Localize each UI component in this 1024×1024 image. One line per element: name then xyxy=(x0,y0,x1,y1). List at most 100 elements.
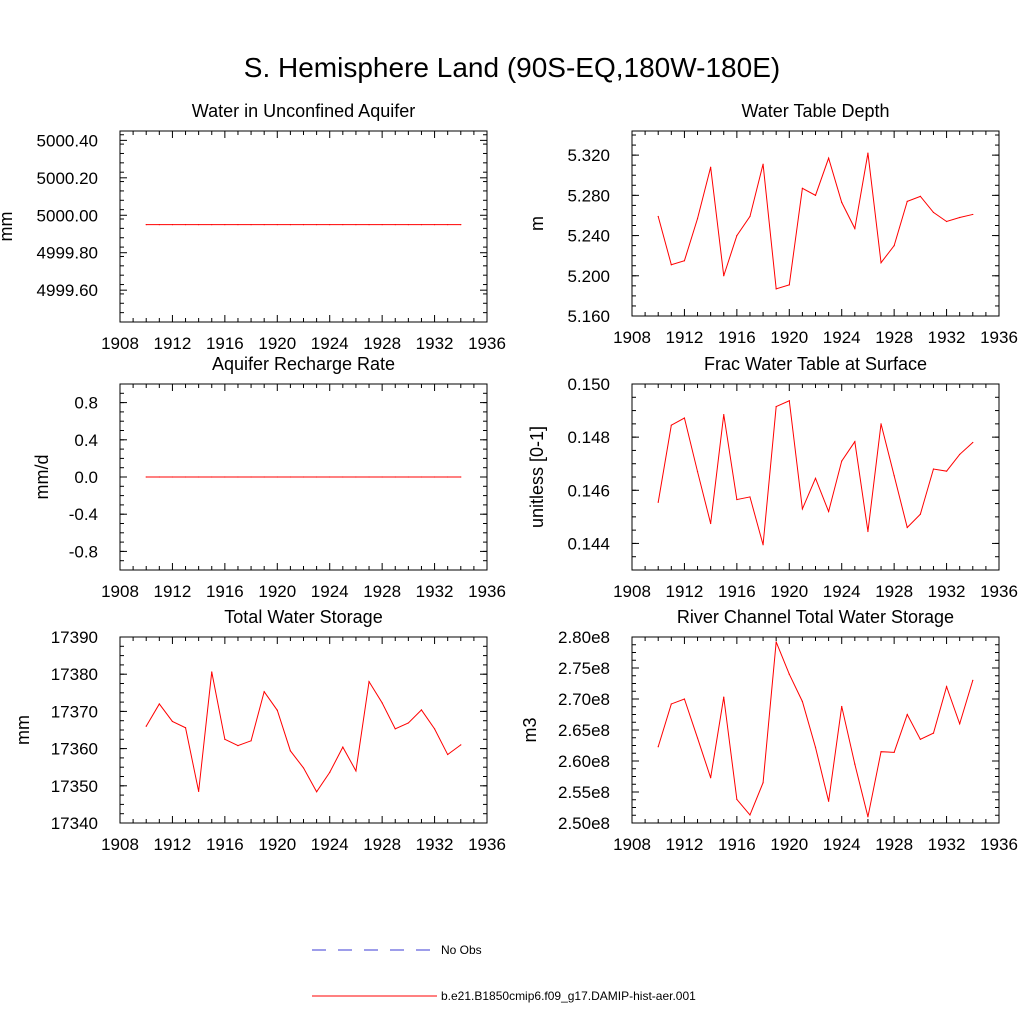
x-tick-label: 1920 xyxy=(770,835,808,854)
data-point xyxy=(841,460,843,462)
y-tick-label: 17360 xyxy=(51,740,98,759)
data-point xyxy=(158,476,160,478)
data-point xyxy=(696,217,699,220)
y-tick-label: 0.148 xyxy=(567,428,610,447)
x-tick-label: 1920 xyxy=(770,328,808,347)
y-tick-label: 0.0 xyxy=(74,468,98,487)
data-point xyxy=(316,224,318,226)
data-point xyxy=(276,476,278,478)
panel-title: Water Table Depth xyxy=(741,101,889,121)
plot-frame xyxy=(631,130,1000,317)
data-point xyxy=(302,767,305,769)
plot-frame xyxy=(119,130,488,323)
data-point xyxy=(828,800,830,802)
data-point xyxy=(867,530,869,533)
y-tick-label: 0.4 xyxy=(74,431,98,450)
panel-title: Total Water Storage xyxy=(224,607,382,627)
data-point xyxy=(276,224,278,226)
x-tick-label: 1912 xyxy=(666,582,704,601)
x-tick-label: 1924 xyxy=(311,835,349,854)
plot-frame xyxy=(631,636,1000,824)
data-point xyxy=(932,732,935,734)
y-tick-label: 5.240 xyxy=(567,227,610,246)
data-point xyxy=(198,224,200,226)
x-tick-label: 1920 xyxy=(258,835,296,854)
data-point xyxy=(736,498,738,501)
data-point xyxy=(447,224,449,226)
data-point xyxy=(394,728,396,730)
x-tick-label: 1936 xyxy=(980,582,1018,601)
data-point xyxy=(736,798,738,801)
legend: No Obs b.e21.B1850cmip6.f09_g17.DAMIP-his… xyxy=(312,943,696,1003)
data-point xyxy=(329,224,331,226)
data-point xyxy=(945,220,948,223)
data-point xyxy=(788,673,790,675)
x-tick-label: 1924 xyxy=(311,334,349,353)
data-point xyxy=(814,194,817,196)
data-point xyxy=(972,213,974,216)
data-point xyxy=(250,740,252,742)
data-point xyxy=(696,471,699,473)
x-tick-label: 1928 xyxy=(363,582,401,601)
y-tick-label: 0.144 xyxy=(567,534,610,553)
data-point xyxy=(460,476,462,478)
data-point xyxy=(237,745,239,747)
y-tick-label: 5000.00 xyxy=(37,206,98,225)
data-point xyxy=(381,224,383,226)
data-point xyxy=(250,476,252,478)
data-point xyxy=(867,152,869,154)
legend-label-1: No Obs xyxy=(441,943,482,957)
data-point xyxy=(263,224,265,226)
data-point xyxy=(683,260,686,262)
y-tick-label: 17390 xyxy=(51,628,98,647)
data-point xyxy=(762,163,764,165)
data-point xyxy=(893,751,895,753)
y-tick-label: 17340 xyxy=(51,814,98,833)
y-tick-label: 2.65e8 xyxy=(558,721,610,740)
data-point xyxy=(145,476,147,478)
data-point xyxy=(171,224,174,226)
data-point xyxy=(959,216,961,219)
x-tick-label: 1928 xyxy=(363,334,401,353)
y-tick-label: 5000.40 xyxy=(37,131,98,150)
x-tick-label: 1912 xyxy=(154,582,192,601)
data-point xyxy=(407,722,409,724)
chart-panel-1: Water in Unconfined Aquifer mm 1908 1912 191… xyxy=(0,101,506,353)
data-point xyxy=(394,224,396,226)
data-point xyxy=(710,777,712,779)
data-point xyxy=(762,544,764,546)
data-point xyxy=(184,727,187,729)
series-line xyxy=(145,671,462,793)
data-point xyxy=(828,510,830,513)
y-tick-label: 2.80e8 xyxy=(558,628,610,647)
data-point xyxy=(906,200,908,202)
y-tick-label: 2.60e8 xyxy=(558,752,610,771)
data-point xyxy=(723,413,725,416)
data-point xyxy=(762,782,764,784)
data-point xyxy=(198,790,200,792)
series-line xyxy=(657,641,974,817)
data-point xyxy=(171,476,174,478)
data-point xyxy=(368,224,370,226)
data-point xyxy=(788,400,790,402)
panel-title: Frac Water Table at Surface xyxy=(704,354,927,374)
data-point xyxy=(171,720,174,723)
data-point xyxy=(932,211,935,214)
data-point xyxy=(355,224,357,226)
data-point xyxy=(342,476,344,478)
data-point xyxy=(906,526,908,529)
y-axis-label: unitless [0-1] xyxy=(527,426,547,528)
chart-panel-5: Total Water Storage mm 1908 1912 1916 1920 192… xyxy=(13,607,506,854)
figure-title: S. Hemisphere Land (90S-EQ,180W-180E) xyxy=(243,52,781,83)
x-tick-label: 1916 xyxy=(206,334,244,353)
data-point xyxy=(710,522,712,525)
y-axis-label: m xyxy=(527,216,547,231)
data-point xyxy=(433,728,436,730)
data-point xyxy=(841,201,843,203)
data-point xyxy=(407,476,409,478)
x-tick-label: 1936 xyxy=(468,835,506,854)
x-tick-label: 1912 xyxy=(154,334,192,353)
x-tick-label: 1908 xyxy=(613,835,651,854)
data-point xyxy=(145,224,147,226)
data-point xyxy=(814,746,817,748)
